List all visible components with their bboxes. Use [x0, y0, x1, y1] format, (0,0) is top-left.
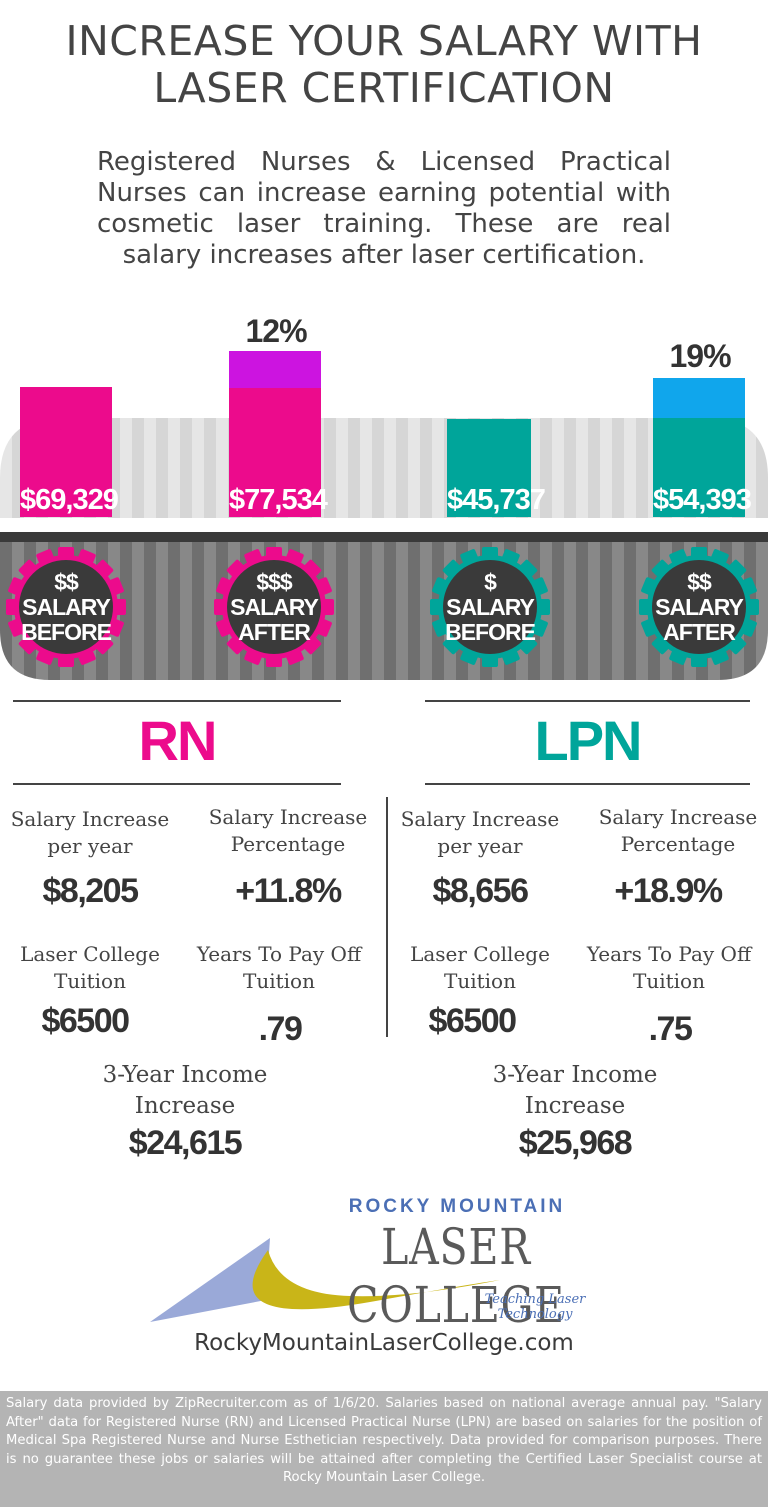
lpn-percentage-value: +18.9%	[614, 872, 723, 910]
gear-line-2: AFTER	[663, 618, 736, 645]
gear-line-2: BEFORE	[21, 618, 112, 645]
lpn-tuition-value: $6500	[428, 1002, 517, 1040]
rn-tuition-label: Laser College Tuition	[20, 942, 160, 993]
disclaimer-text: Salary data provided by ZipRecruiter.com…	[6, 1396, 762, 1486]
rn-percentage-label: Salary Increase Percentage	[208, 805, 368, 856]
divider	[13, 783, 341, 785]
lpn-payoff-label: Years To Pay Off Tuition	[586, 942, 752, 993]
rn-before-bar: $69,329	[20, 387, 119, 517]
gear-icon	[639, 547, 759, 667]
lpn-increase-percent: 19%	[669, 338, 731, 374]
rn-after-gear-badge: $$$ SALARY AFTER	[214, 547, 334, 667]
rn-increase-segment	[229, 351, 321, 388]
lpn-percentage-label: Salary Increase Percentage	[598, 805, 758, 856]
college-logo: ROCKY MOUNTAIN LASER COLLEGE Teaching La…	[150, 1190, 620, 1334]
bar-value: $45,737	[447, 484, 546, 516]
lpn-increase-segment	[653, 378, 745, 418]
lpn-payoff-value: .75	[648, 1010, 693, 1048]
page-title: INCREASE YOUR SALARY WITH LASER CERTIFIC…	[0, 18, 768, 112]
lpn-three-year-value: $25,968	[518, 1124, 633, 1162]
column-divider	[386, 797, 388, 1037]
lpn-before-bar: $45,737	[447, 419, 546, 517]
lpn-salary-increase-label: Salary Increase per year	[400, 807, 560, 858]
lpn-tuition-label: Laser College Tuition	[410, 942, 550, 993]
lpn-before-gear-badge: $ SALARY BEFORE	[430, 547, 550, 667]
gear-icon	[6, 547, 126, 667]
rn-payoff-label: Years To Pay Off Tuition	[196, 942, 362, 993]
rn-after-bar: $77,534	[229, 388, 328, 517]
rn-before-gear-badge: $$ SALARY BEFORE	[6, 547, 126, 667]
website-link[interactable]: RockyMountainLaserCollege.com	[194, 1330, 574, 1356]
logo-main-text: LASER COLLEGE	[347, 1218, 565, 1334]
gear-symbol: $$	[687, 568, 712, 595]
gear-symbol: $$$	[256, 568, 292, 595]
gear-line-1: SALARY	[230, 593, 319, 620]
gear-line-1: SALARY	[22, 593, 111, 620]
logo-tagline: Teaching Laser Technology	[484, 1292, 586, 1322]
bar-value: $69,329	[20, 484, 119, 516]
rn-three-year-label: 3-Year Income Increase	[102, 1062, 268, 1119]
divider	[13, 700, 341, 702]
logo-swoosh-icon	[150, 1238, 500, 1322]
intro-text: Registered Nurses & Licensed Practical N…	[97, 147, 671, 270]
gear-symbol: $	[484, 568, 497, 595]
gear-line-1: SALARY	[655, 593, 744, 620]
rn-payoff-value: .79	[258, 1010, 303, 1048]
lpn-after-gear-badge: $$ SALARY AFTER	[639, 547, 759, 667]
lpn-three-year-label: 3-Year Income Increase	[492, 1062, 658, 1119]
logo-top-text: ROCKY MOUNTAIN	[348, 1196, 566, 1217]
lpn-salary-increase-value: $8,656	[432, 872, 530, 910]
gear-line-2: AFTER	[238, 618, 311, 645]
rn-salary-increase-label: Salary Increase per year	[10, 807, 170, 858]
lpn-after-bar: $54,393	[653, 418, 752, 517]
bar-value: $54,393	[653, 484, 752, 516]
rn-heading: RN	[138, 709, 218, 772]
rn-salary-increase-value: $8,205	[42, 872, 140, 910]
divider	[425, 700, 750, 702]
gear-symbol: $$	[54, 568, 79, 595]
rn-increase-percent: 12%	[245, 313, 307, 349]
gear-line-2: BEFORE	[445, 618, 536, 645]
rn-percentage-value: +11.8%	[235, 872, 342, 910]
conveyor-background	[0, 418, 768, 680]
rn-three-year-value: $24,615	[128, 1124, 243, 1162]
divider	[425, 783, 750, 785]
disclaimer-footer: Salary data provided by ZipRecruiter.com…	[0, 1391, 768, 1507]
gear-icon	[214, 547, 334, 667]
title-line-1: INCREASE YOUR SALARY WITH	[65, 17, 703, 65]
rn-tuition-value: $6500	[41, 1002, 130, 1040]
lpn-heading: LPN	[534, 709, 643, 772]
gear-icon	[430, 547, 550, 667]
bar-value: $77,534	[229, 484, 328, 516]
title-line-2: LASER CERTIFICATION	[153, 64, 615, 112]
gear-line-1: SALARY	[446, 593, 535, 620]
